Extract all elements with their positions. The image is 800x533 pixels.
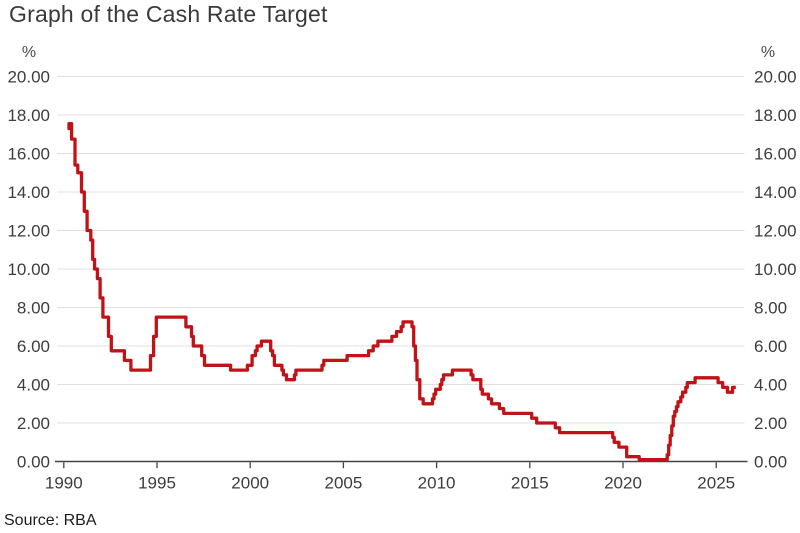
y-tick-label-right: 8.00 [754,299,787,318]
percent-unit-labels: % % [22,44,775,61]
y-tick-label-right: 14.00 [754,183,797,202]
y-tick-label-left: 10.00 [7,260,50,279]
x-tick-label: 2025 [697,474,735,493]
y-tick-label-left: 16.00 [7,145,50,164]
y-axis-labels-left: 0.00 2.00 4.00 6.00 8.00 10.00 12.00 14.00 16.00… [7,68,50,472]
y-tick-label-left: 14.00 [7,183,50,202]
x-tick-label: 1995 [138,474,176,493]
x-tick-label: 2010 [418,474,456,493]
left-axis-unit: % [22,44,36,61]
x-tick-label: 2005 [324,474,362,493]
x-tick-label: 1990 [45,474,83,493]
y-tick-label-left: 0.00 [17,453,50,472]
x-tick-label: 2000 [231,474,269,493]
y-tick-label-right: 12.00 [754,222,797,241]
x-tick-label: 2015 [511,474,549,493]
source-note: Source: RBA [4,512,97,529]
y-tick-label-left: 2.00 [17,414,50,433]
x-axis-labels: 1990 1995 2000 2005 2010 2015 2020 2025 [45,474,735,493]
gridlines [57,76,745,424]
y-tick-label-left: 12.00 [7,222,50,241]
y-tick-label-right: 6.00 [754,337,787,356]
y-tick-label-left: 8.00 [17,299,50,318]
y-tick-label-right: 0.00 [754,453,787,472]
y-tick-label-right: 20.00 [754,68,797,87]
y-tick-label-left: 20.00 [7,68,50,87]
y-axis-labels-right: 0.00 2.00 4.00 6.00 8.00 10.00 12.00 14.00 16.00… [754,68,797,472]
y-tick-label-right: 4.00 [754,376,787,395]
y-tick-label-right: 16.00 [754,145,797,164]
chart-title: Graph of the Cash Rate Target [9,1,328,27]
x-tick-label: 2020 [604,474,642,493]
y-tick-label-right: 10.00 [754,260,797,279]
cash-rate-line [67,122,736,462]
y-tick-label-left: 18.00 [7,106,50,125]
y-tick-label-right: 2.00 [754,414,787,433]
right-axis-unit: % [761,44,775,61]
y-tick-label-right: 18.00 [754,106,797,125]
y-tick-label-left: 4.00 [17,376,50,395]
y-tick-label-left: 6.00 [17,337,50,356]
x-axis [55,460,748,469]
